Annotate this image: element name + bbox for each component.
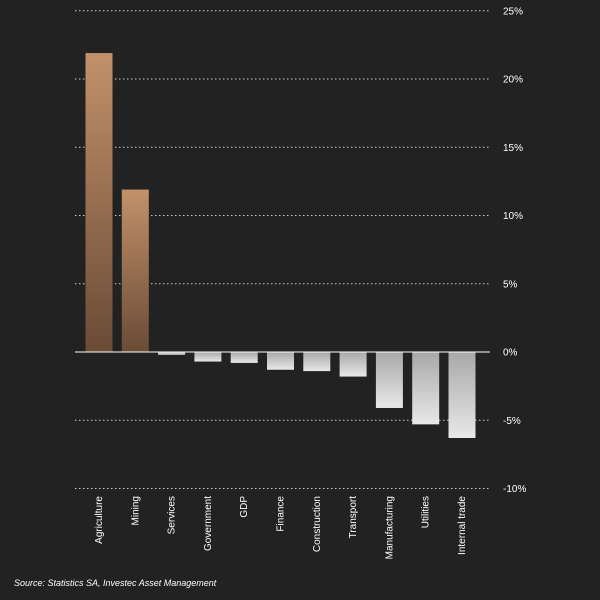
x-axis-category-labels: Agriculture Mining Services Government GDP Fi… [94,496,468,560]
y-axis-tick-labels: 25% 20% 15% 10% 5% 0% -5% -10% [503,6,526,495]
bars [85,53,476,438]
category-label: Transport [348,496,359,539]
y-tick-label: 10% [503,211,523,222]
category-label: Government [203,496,214,551]
category-label: Mining [130,496,141,525]
bar-services [158,352,186,355]
y-tick-label: 5% [503,279,518,290]
source-note: Source: Statistics SA, Investec Asset Ma… [14,578,217,588]
bar-construction [303,352,331,372]
category-label: Manufacturing [384,496,395,559]
y-tick-label: 20% [503,75,523,86]
category-label: Agriculture [94,496,105,544]
bar-government [194,352,222,362]
bar-finance [267,352,294,370]
category-label: GDP [239,496,250,518]
bar-mining [121,189,149,352]
category-label: Finance [276,496,287,532]
y-tick-label: -10% [503,484,526,495]
category-label: Utilities [421,496,432,528]
bar-manufacturing [375,352,403,408]
y-tick-label: -5% [503,416,521,427]
bar-internal-trade [448,352,476,438]
y-tick-label: 0% [503,348,518,359]
category-label: Services [167,496,178,534]
category-label: Construction [312,496,323,552]
y-tick-label: 25% [503,6,523,17]
bar-gdp [230,352,258,363]
bar-transport [339,352,367,377]
y-tick-label: 15% [503,143,523,154]
bar-agriculture [85,53,113,352]
category-label: Internal trade [457,496,468,555]
bar-utilities [412,352,440,425]
